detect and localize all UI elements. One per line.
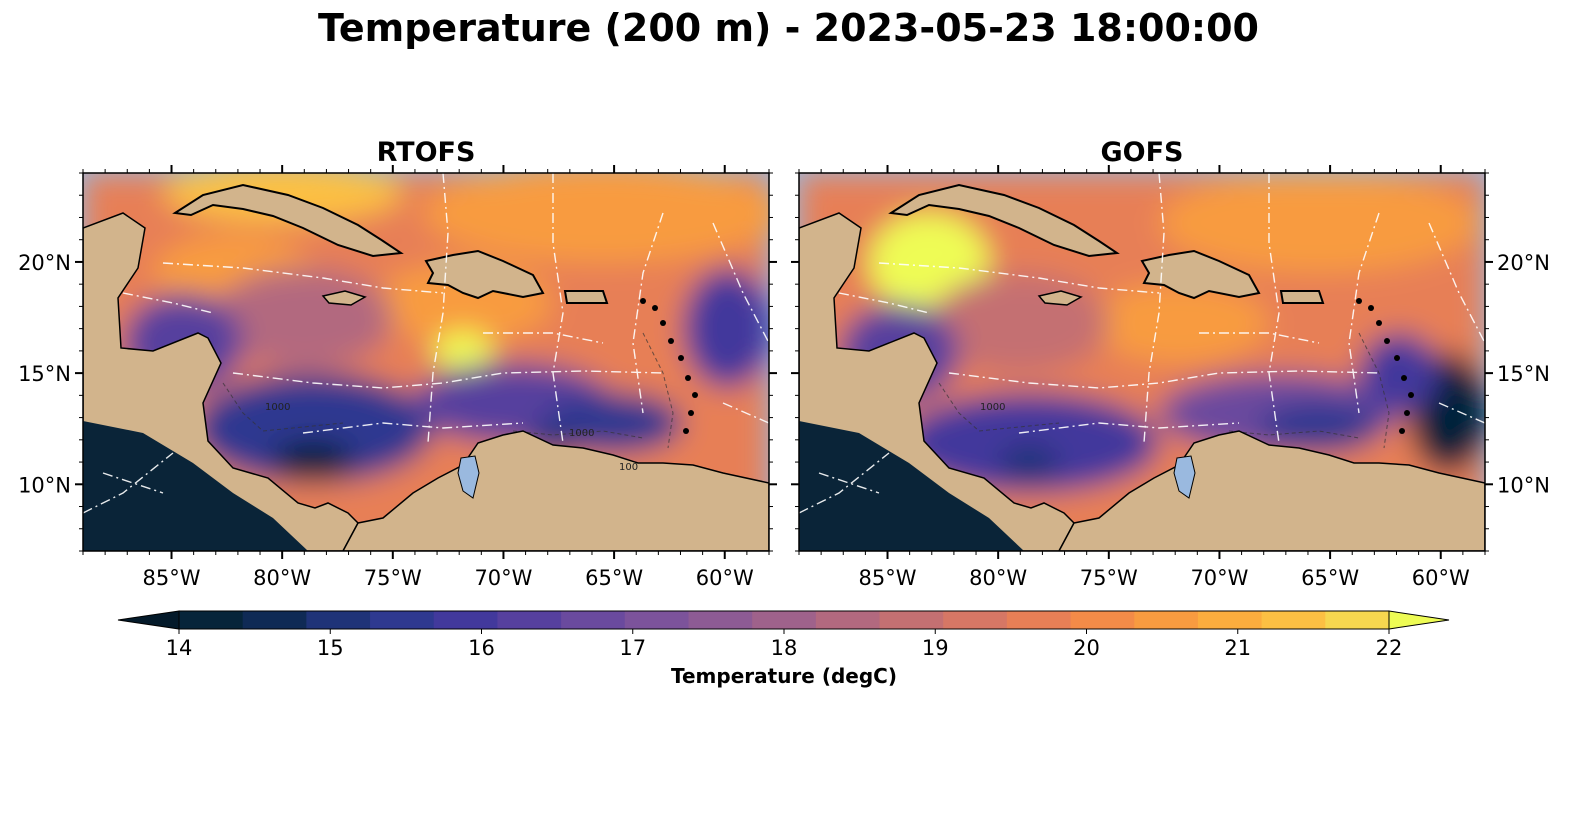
panel-title-rtofs: RTOFS — [376, 137, 476, 168]
colorbar-segment — [815, 611, 881, 629]
map-panel-rtofs — [82, 172, 770, 552]
colorbar-extend-low — [117, 610, 180, 630]
lon-tick-label: 65°W — [1301, 566, 1359, 590]
map-frame-gofs — [798, 172, 1486, 552]
lon-tick-label: 85°W — [859, 566, 917, 590]
colorbar-segment — [879, 611, 944, 629]
lat-tick-label: 20°N — [1497, 251, 1550, 275]
lon-tick-label: 60°W — [696, 566, 754, 590]
colorbar-segment — [497, 611, 562, 629]
colorbar-segment — [1006, 611, 1072, 629]
contour-label: 1000 — [569, 428, 594, 439]
colorbar-segment — [370, 611, 435, 629]
map-panel-gofs — [798, 172, 1486, 552]
colorbar-tick-label: 22 — [1376, 636, 1403, 660]
colorbar-tick-label: 17 — [619, 636, 646, 660]
colorbar-tick-label: 15 — [317, 636, 344, 660]
colorbar-segment — [1070, 611, 1135, 629]
lat-tick-label: 15°N — [1497, 362, 1550, 386]
colorbar-segment — [1261, 611, 1326, 629]
colorbar: 14 15 16 17 18 19 20 21 22 Temperature (degC) — [117, 610, 1450, 688]
lon-tick-label: 65°W — [585, 566, 643, 590]
colorbar-tick-label: 18 — [771, 636, 798, 660]
lat-tick-label: 15°N — [18, 362, 71, 386]
lat-tick-label: 10°N — [1497, 473, 1550, 497]
colorbar-segment — [624, 611, 689, 629]
colorbar-segment — [179, 611, 244, 629]
colorbar-tick-label: 14 — [166, 636, 193, 660]
colorbar-extend-high — [1388, 610, 1450, 630]
colorbar-tick-label: 19 — [922, 636, 949, 660]
contour-label: 100 — [619, 462, 638, 473]
contour-label: 1000 — [265, 402, 290, 413]
colorbar-segment — [561, 611, 626, 629]
lon-tick-label: 80°W — [969, 566, 1027, 590]
lon-tick-label: 70°W — [474, 566, 532, 590]
colorbar-segment — [1134, 611, 1199, 629]
colorbar-label: Temperature (degC) — [671, 664, 897, 688]
lon-tick-label: 80°W — [253, 566, 311, 590]
colorbar-segment — [433, 611, 498, 629]
colorbar-tick-label: 21 — [1224, 636, 1251, 660]
map-frame-rtofs — [82, 172, 770, 552]
colorbar-tick-label: 16 — [468, 636, 495, 660]
colorbar-segment — [1325, 611, 1390, 629]
colorbar-tick-label: 20 — [1073, 636, 1100, 660]
colorbar-segment — [752, 611, 817, 629]
axis-ticks: 85°W 80°W 75°W 70°W 65°W 60°W 20°N 15°N 10°N 85°W… — [18, 165, 1550, 590]
lon-tick-label: 85°W — [143, 566, 201, 590]
figure-title: Temperature (200 m) - 2023-05-23 18:00:0… — [317, 6, 1259, 50]
lat-tick-label: 20°N — [18, 251, 71, 275]
lat-tick-label: 10°N — [18, 473, 71, 497]
panel-title-gofs: GOFS — [1100, 137, 1184, 168]
lon-tick-label: 75°W — [1080, 566, 1138, 590]
contour-label: 1000 — [980, 402, 1005, 413]
lon-tick-label: 60°W — [1412, 566, 1470, 590]
colorbar-segment — [1197, 611, 1263, 629]
lon-tick-label: 75°W — [364, 566, 422, 590]
lon-tick-label: 70°W — [1190, 566, 1248, 590]
colorbar-segment — [943, 611, 1008, 629]
colorbar-segment — [306, 611, 371, 629]
colorbar-segment — [242, 611, 307, 629]
colorbar-segment — [688, 611, 753, 629]
